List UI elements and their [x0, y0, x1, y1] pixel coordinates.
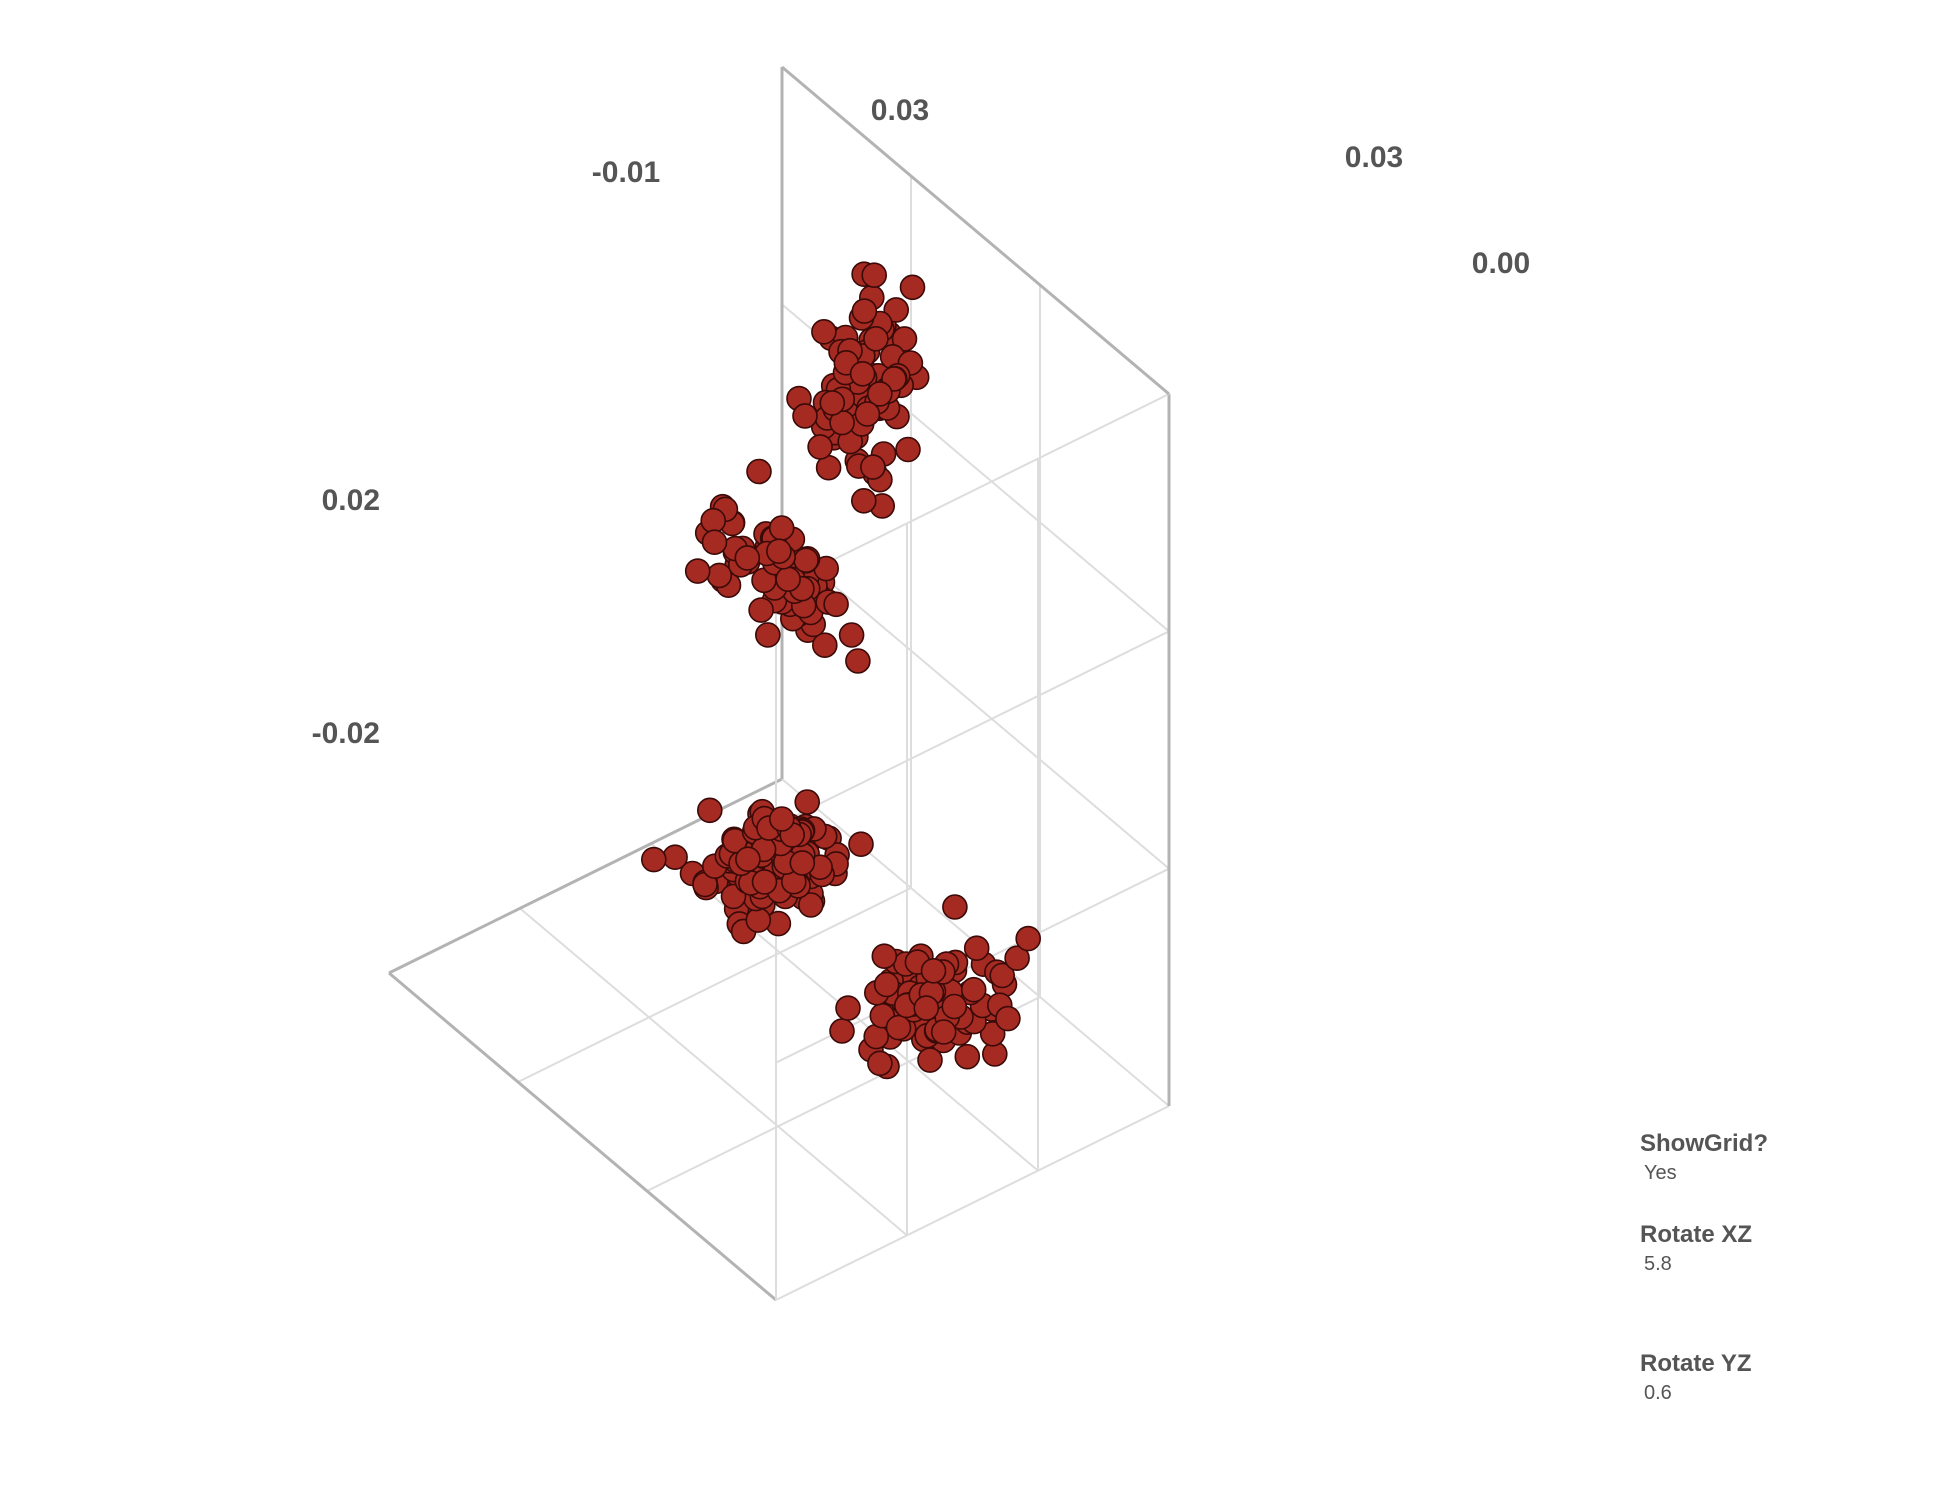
z-tick-label: 0.03: [1345, 141, 1403, 174]
x-tick-label: 0.03: [871, 94, 929, 127]
data-point: [734, 545, 761, 571]
back-wall-grid-line: [775, 630, 1170, 827]
data-point: [754, 622, 781, 648]
data-point: [873, 971, 900, 998]
data-point: [895, 436, 921, 463]
show-grid-value: Yes: [1644, 1162, 1677, 1184]
side-wall-grid-line: [781, 540, 1170, 870]
data-point: [942, 894, 968, 920]
data-point: [793, 547, 819, 574]
data-point: [845, 648, 871, 674]
data-point: [979, 1021, 1006, 1047]
data-point: [860, 454, 886, 480]
data-point: [871, 943, 898, 970]
data-point: [684, 558, 711, 584]
data-point: [917, 1047, 943, 1073]
axis-layer: [388, 65, 1171, 1302]
data-point: [963, 935, 990, 962]
points-layer: [640, 261, 1041, 1080]
floor-grid-line: [517, 887, 912, 1083]
show-grid-label: ShowGrid?: [1640, 1130, 1768, 1157]
data-point: [794, 789, 821, 815]
data-point: [745, 907, 772, 933]
data-point: [792, 403, 818, 429]
y-tick-label: -0.02: [312, 717, 380, 750]
data-point: [766, 538, 792, 565]
data-point: [696, 797, 723, 824]
data-point: [851, 298, 878, 324]
data-point: [883, 297, 910, 323]
data-point: [768, 515, 795, 541]
data-point: [849, 360, 876, 387]
y-tick-label: 0.02: [322, 484, 380, 517]
data-point: [838, 622, 865, 648]
rotate-yz-value: 0.6: [1644, 1382, 1672, 1404]
data-point: [811, 318, 837, 345]
data-point: [700, 507, 727, 534]
data-point: [995, 1005, 1021, 1032]
data-point: [930, 1019, 957, 1045]
data-point: [789, 850, 816, 876]
data-point: [960, 976, 987, 1003]
data-point: [913, 995, 940, 1021]
data-point: [807, 434, 833, 460]
data-point: [899, 274, 926, 301]
data-point: [891, 326, 918, 352]
data-point: [701, 529, 728, 556]
data-point: [885, 1014, 912, 1041]
data-point: [867, 1050, 893, 1077]
axis-edge: [775, 393, 1170, 589]
data-point: [989, 962, 1016, 989]
data-point: [861, 262, 888, 289]
data-point: [1004, 945, 1030, 972]
data-point: [848, 831, 874, 858]
floor-grid-line: [519, 907, 908, 1237]
data-point: [662, 844, 688, 871]
data-point: [823, 591, 849, 618]
rotate-xz-control[interactable]: Rotate XZ 5.8: [1640, 1221, 1752, 1276]
rotate-xz-label: Rotate XZ: [1640, 1221, 1753, 1248]
rotate-yz-label: Rotate YZ: [1640, 1350, 1752, 1377]
data-point: [706, 562, 733, 589]
data-point: [954, 1043, 981, 1070]
data-point: [835, 995, 861, 1021]
data-point: [863, 325, 889, 352]
tick-layer: -0.01 0.03 0.03 0.00 0.02 -0.02: [312, 94, 1531, 750]
data-point: [850, 487, 877, 514]
data-point: [640, 846, 667, 873]
show-grid-control[interactable]: ShowGrid? Yes: [1640, 1130, 1768, 1185]
data-point: [811, 632, 838, 659]
x-tick-label: -0.01: [592, 156, 660, 189]
data-point: [797, 892, 824, 918]
data-point: [920, 957, 947, 984]
axis-edge: [775, 1105, 1170, 1301]
data-point: [748, 597, 774, 623]
data-point: [751, 869, 778, 895]
data-point: [866, 381, 893, 407]
z-tick-label: 0.00: [1472, 247, 1530, 280]
data-point: [829, 1018, 855, 1044]
rotate-xz-value: 5.8: [1644, 1253, 1672, 1275]
data-point: [775, 566, 801, 593]
axis-edge: [388, 971, 777, 1302]
data-point: [746, 458, 772, 485]
data-point: [819, 390, 846, 416]
data-point: [735, 846, 761, 873]
rotate-yz-control[interactable]: Rotate YZ 0.6: [1640, 1350, 1752, 1405]
data-point: [941, 993, 968, 1020]
axis-edge: [781, 65, 1170, 396]
data-point: [854, 401, 881, 427]
data-point: [1015, 925, 1041, 952]
data-point: [768, 806, 795, 832]
